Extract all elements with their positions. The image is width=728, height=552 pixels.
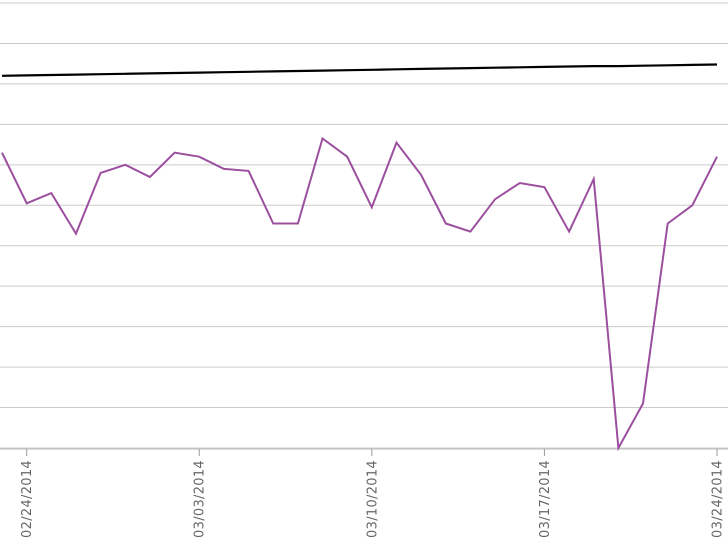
series-line-1 <box>1 63 718 77</box>
x-tick-label: 03/03/2014 <box>193 460 208 538</box>
series-lines <box>1 63 718 452</box>
x-tick-labels: 02/24/2014 03/03/2014 03/10/2014 03/17/2014… <box>20 449 726 538</box>
x-tick-label: 03/24/2014 <box>711 460 726 538</box>
series-line-2 <box>1 136 718 452</box>
x-tick-label: 03/17/2014 <box>538 460 553 538</box>
gridlines <box>0 2 728 449</box>
x-tick-label: 03/10/2014 <box>365 460 380 538</box>
x-tick-label: 02/24/2014 <box>20 460 35 538</box>
